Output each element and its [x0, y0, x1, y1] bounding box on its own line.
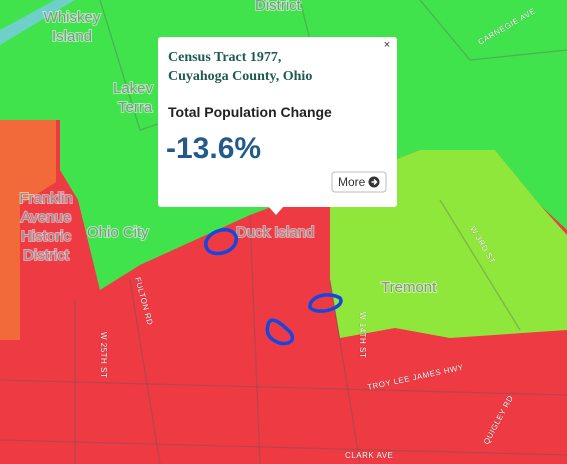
map-label: District: [255, 0, 302, 14]
map-label: Island: [52, 28, 92, 45]
water: [0, 0, 75, 45]
annotations: [204, 228, 343, 346]
close-button[interactable]: ×: [384, 39, 390, 51]
popup-title: Census Tract 1977,: [168, 50, 281, 65]
popup-metric: Total Population Change: [168, 104, 332, 120]
popup-title: Cuyahoga County, Ohio: [168, 69, 312, 84]
more-icon-arrow: [371, 178, 378, 186]
map-label: Avenue: [21, 209, 72, 226]
popup-box: [158, 37, 397, 207]
drawn-circle: [308, 293, 343, 313]
drawn-circle: [204, 228, 238, 256]
street-label: CLARK AVE: [345, 451, 393, 460]
map-label: District: [23, 247, 70, 264]
popup-tip: [268, 206, 284, 215]
tract-orange: [0, 120, 56, 340]
more-button-label[interactable]: More: [338, 175, 366, 189]
map-label: Ohio City: [87, 224, 149, 241]
popup: × Census Tract 1977, Cuyahoga County, Oh…: [158, 37, 397, 215]
map-label: Whiskey: [44, 9, 101, 26]
street-label: W 25TH ST: [99, 332, 108, 378]
street-label: W 14TH ST: [358, 312, 367, 358]
map-label: Duck Island: [236, 224, 314, 241]
map-label: Franklin: [19, 190, 72, 207]
popup-value: -13.6%: [166, 132, 261, 165]
drawn-circle: [265, 318, 295, 346]
map-label: Historic: [21, 228, 72, 245]
map-label: Terra: [118, 99, 153, 116]
map-label: Tremont: [381, 279, 437, 296]
map-label: Lakev: [113, 80, 154, 97]
